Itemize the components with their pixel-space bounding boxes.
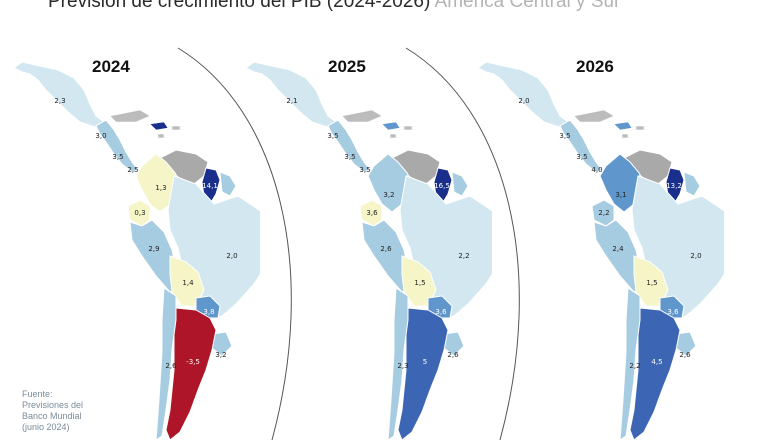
value-label-ecuador: 3,6 [366,209,378,217]
year-label-2025: 2025 [328,57,366,76]
value-label-brazil: 2,0 [226,252,238,260]
map-2026: 2026 2,0 3,5 3,5 4,0 3,1 13,2 2,2 2,4 2,0 1,5 3,6 2,… [464,0,724,440]
country-chile [155,287,177,440]
island-puerto-rico [171,125,181,131]
value-label-uruguay: 3,2 [215,351,227,359]
chart-title: Previsión de crecimiento del PIB (2024-2… [48,0,620,13]
country-guyanas2 [683,171,701,197]
island-jamaica [389,133,397,139]
island-hispaniola [613,121,633,131]
year-label-2026: 2026 [576,57,614,76]
island-puerto-rico [403,125,413,131]
country-guyanas2 [451,171,469,197]
value-label-guatemala: 3,5 [559,132,571,140]
value-label-mexico: 2,0 [518,97,530,105]
value-label-chile: 2,2 [629,362,641,370]
country-mexico [13,61,105,129]
value-label-paraguay: 3,6 [667,308,679,316]
value-label-argentina: -3,5 [186,358,200,366]
value-label-nicaragua: 3,5 [576,153,588,161]
country-argentina [629,307,681,440]
country-mexico [245,61,337,129]
value-label-colombia: 3,2 [383,191,395,199]
map-svg-2026 [477,61,724,440]
value-label-bolivia: 1,5 [414,279,426,287]
country-argentina [397,307,449,440]
country-mexico [477,61,569,129]
value-label-colombia: 3,1 [615,191,627,199]
value-label-guatemala: 3,5 [327,132,339,140]
year-label-2024: 2024 [92,57,130,76]
country-central [559,119,603,173]
island-jamaica [621,133,629,139]
value-label-bolivia: 1,5 [646,279,658,287]
value-label-venezuela: 1,3 [155,184,167,192]
country-guyanas2 [219,171,237,197]
value-label-brazil: 2,0 [690,252,702,260]
title-main: Previsión de crecimiento del PIB (2024-2… [48,0,431,12]
island-cuba [573,109,615,123]
island-jamaica [157,133,165,139]
map-2024: 2024 2,3 3,0 3,5 2,5 1,3 14,1 0,3 2,9 2,0 1,4 3,8 -3… [0,0,260,440]
value-label-panama: 4,0 [591,166,603,174]
source-note: Fuente: Previsiones del Banco Mundial (j… [22,389,84,432]
value-label-mexico: 2,1 [286,97,298,105]
country-chile [387,287,409,440]
map-svg-2024 [13,61,260,440]
value-label-ecuador: 0,3 [134,209,146,217]
value-label-guyana: 14,1 [202,182,218,190]
country-ecuador [127,199,151,227]
island-cuba [109,109,151,123]
value-label-argentina: 5 [422,358,428,366]
value-label-nicaragua: 3,5 [112,153,124,161]
island-puerto-rico [635,125,645,131]
country-ecuador [359,199,383,227]
value-label-bolivia: 1,4 [182,279,194,287]
value-label-panama: 2,5 [127,166,139,174]
value-label-nicaragua: 3,5 [344,153,356,161]
value-label-brazil: 2,2 [458,252,470,260]
value-label-peru: 2,9 [148,245,160,253]
island-cuba [341,109,383,123]
country-central [327,119,371,173]
value-label-uruguay: 2,6 [679,351,691,359]
value-label-guatemala: 3,0 [95,132,107,140]
map-svg-2025 [245,61,492,440]
island-hispaniola [381,121,401,131]
map-2025: 2025 2,1 3,5 3,5 3,5 3,2 16,5 3,6 2,6 2,2 1,5 3,6 2,… [232,0,492,440]
country-ecuador [591,199,615,227]
value-label-paraguay: 3,6 [435,308,447,316]
country-argentina [165,307,217,440]
divider-arc-2 [405,47,520,440]
island-hispaniola [149,121,169,131]
value-label-guyana: 13,2 [666,182,682,190]
country-central [95,119,139,173]
value-label-argentina: 4,5 [651,358,663,366]
value-label-panama: 3,5 [359,166,371,174]
value-label-mexico: 2,3 [54,97,66,105]
value-label-uruguay: 2,6 [447,351,459,359]
value-label-peru: 2,6 [380,245,392,253]
value-label-peru: 2,4 [612,245,624,253]
value-label-paraguay: 3,8 [203,308,215,316]
value-label-ecuador: 2,2 [598,209,610,217]
value-label-chile: 2,6 [165,362,177,370]
value-label-guyana: 16,5 [434,182,450,190]
title-region: América Central y Sur [434,0,621,12]
country-chile [619,287,641,440]
divider-arc-1 [177,47,292,440]
value-label-chile: 2,3 [397,362,409,370]
